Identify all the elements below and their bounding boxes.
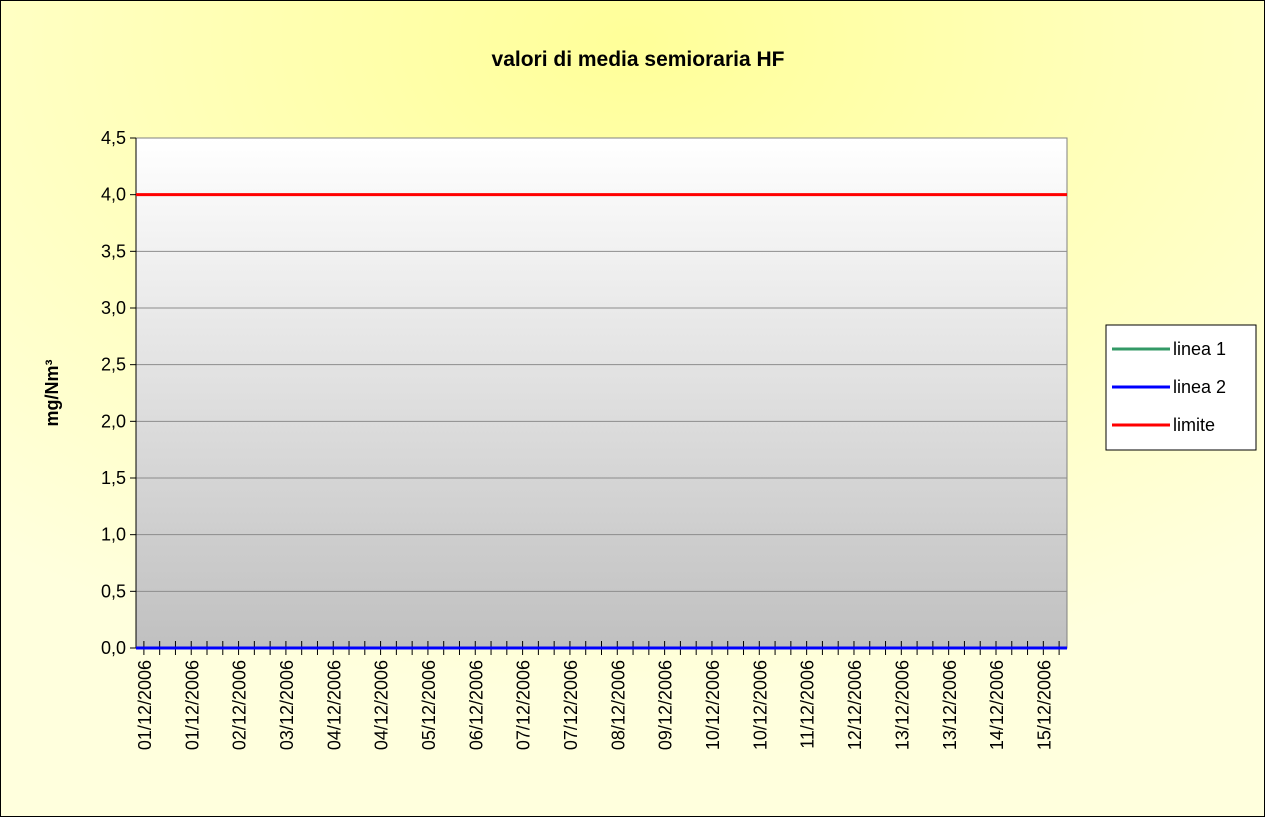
chart-title: valori di media semioraria HF <box>492 48 785 71</box>
x-tick-label: 07/12/2006 <box>561 660 581 750</box>
plot-area <box>135 137 1068 649</box>
y-axis-label: mg/Nm³ <box>42 359 62 426</box>
x-tick-label: 10/12/2006 <box>703 660 723 750</box>
x-tick-label: 01/12/2006 <box>135 660 155 750</box>
y-tick-label: 2,0 <box>101 411 126 431</box>
x-tick-label: 01/12/2006 <box>182 660 202 750</box>
x-tick-label: 13/12/2006 <box>940 660 960 750</box>
x-tick-label: 03/12/2006 <box>277 660 297 750</box>
x-tick-label: 15/12/2006 <box>1034 660 1054 750</box>
legend-label: limite <box>1173 415 1215 435</box>
y-tick-label: 3,0 <box>101 298 126 318</box>
y-tick-label: 0,5 <box>101 581 126 601</box>
x-tick-label: 07/12/2006 <box>514 660 534 750</box>
y-tick-label: 4,0 <box>101 185 126 205</box>
x-tick-label: 11/12/2006 <box>798 660 818 749</box>
x-tick-label: 12/12/2006 <box>845 660 865 750</box>
y-tick-label: 1,0 <box>101 525 126 545</box>
x-tick-label: 10/12/2006 <box>750 660 770 750</box>
x-tick-label: 04/12/2006 <box>372 660 392 750</box>
x-tick-label: 13/12/2006 <box>892 660 912 750</box>
y-tick-label: 4,5 <box>101 128 126 148</box>
y-tick-label: 2,5 <box>101 355 126 375</box>
x-tick-label: 06/12/2006 <box>466 660 486 750</box>
x-tick-label: 14/12/2006 <box>987 660 1007 750</box>
legend-label: linea 2 <box>1173 377 1226 397</box>
x-tick-label: 09/12/2006 <box>656 660 676 750</box>
x-tick-label: 04/12/2006 <box>324 660 344 750</box>
legend-label: linea 1 <box>1173 339 1226 359</box>
y-tick-label: 3,5 <box>101 241 126 261</box>
y-tick-label: 1,5 <box>101 468 126 488</box>
x-tick-label: 05/12/2006 <box>419 660 439 750</box>
x-tick-label: 08/12/2006 <box>608 660 628 750</box>
y-tick-label: 0,0 <box>101 638 126 658</box>
x-tick-label: 02/12/2006 <box>230 660 250 750</box>
